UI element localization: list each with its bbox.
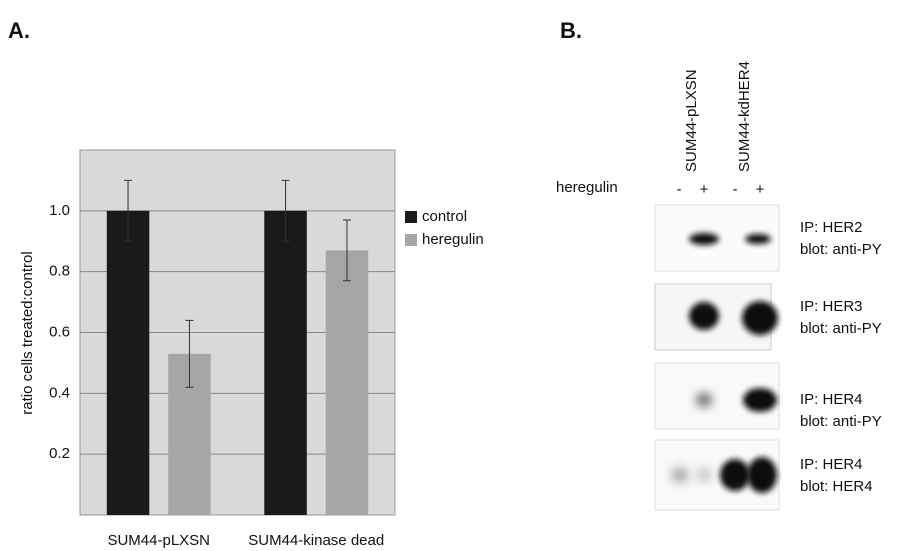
y-tick-label: 0.2 [49,445,70,462]
x-tick-label: SUM44-pLXSN [107,532,210,549]
legend-swatch [405,234,417,246]
blot [655,440,779,510]
blot-label: IP: HER4 [800,391,863,408]
blot-label: blot: anti-PY [800,241,882,258]
y-tick-label: 0.8 [49,263,70,280]
blot [655,363,779,429]
x-tick-label: SUM44-kinase dead [248,532,384,549]
blot-label: IP: HER4 [800,456,863,473]
legend-label: control [422,208,467,225]
y-axis-label: ratio cells treated:control [19,251,36,414]
y-tick-label: 1.0 [49,202,70,219]
blot-label: blot: HER4 [800,478,873,495]
blot [655,205,779,271]
bar [107,211,150,515]
legend-swatch [405,211,417,223]
lane-label: - [677,181,682,198]
figure: A. ratio cells treated:control B. SUM44-… [0,0,907,551]
column-label: SUM44-pLXSN [683,69,700,172]
blot-label: IP: HER2 [800,219,863,236]
panel-label: B. [560,18,582,43]
lane-label: + [700,181,709,198]
blot-label: blot: anti-PY [800,413,882,430]
legend-label: heregulin [422,231,484,248]
page: A. ratio cells treated:control B. SUM44-… [0,0,907,551]
bar [326,250,369,515]
blot-label: blot: anti-PY [800,320,882,337]
blot [655,284,778,350]
panel-label: A. [8,18,30,43]
y-tick-label: 0.4 [49,384,70,401]
column-label: SUM44-kdHER4 [736,61,753,172]
lane-label: - [733,181,738,198]
bar [264,211,307,515]
lane-label: + [756,181,765,198]
blot-label: IP: HER3 [800,298,863,315]
treatment-label: heregulin [556,179,618,196]
y-tick-label: 0.6 [49,323,70,340]
